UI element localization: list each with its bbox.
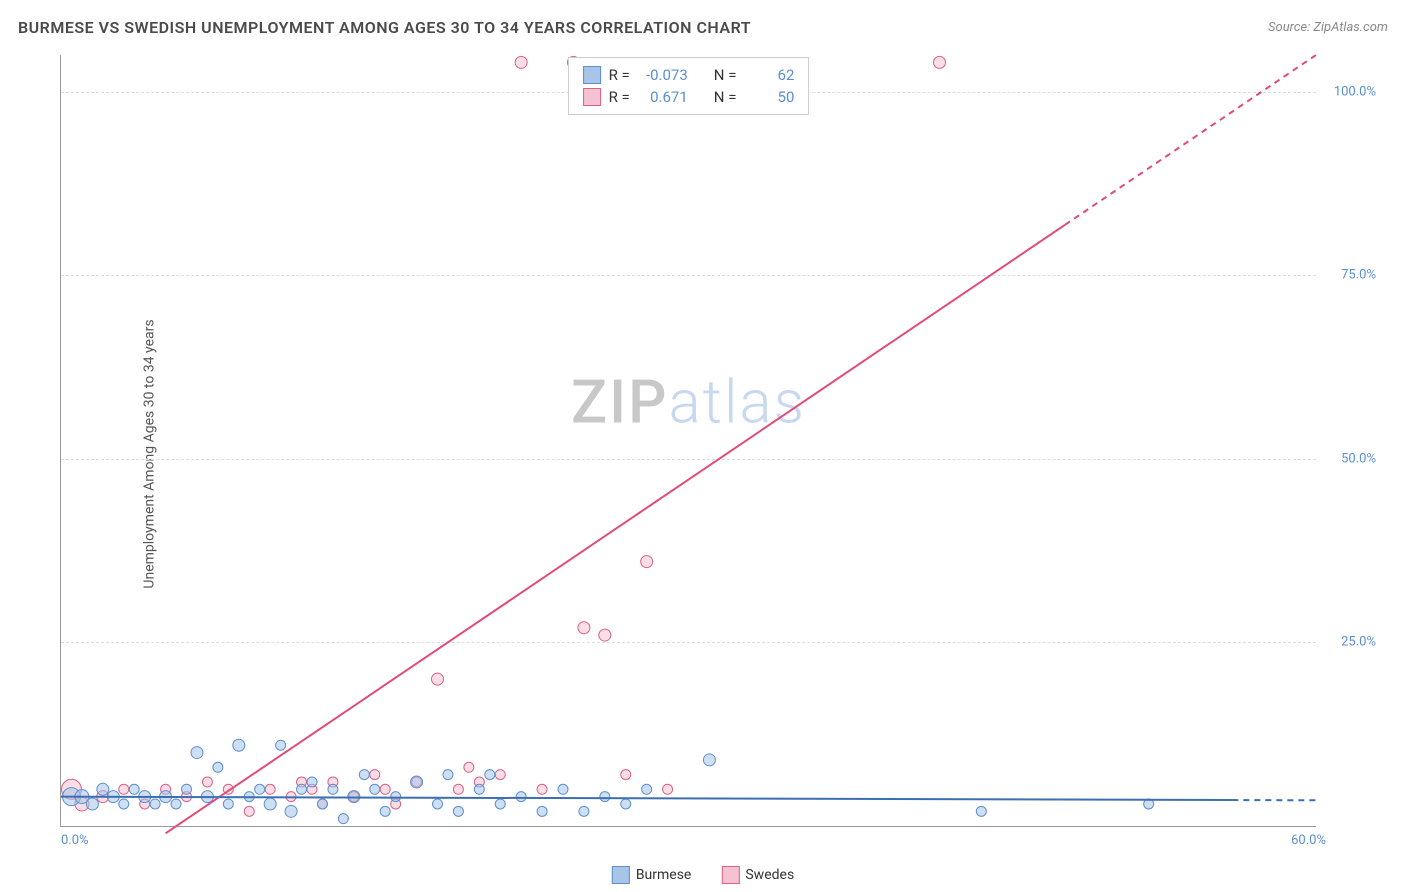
- data-point: [453, 806, 463, 816]
- y-tick-label: 25.0%: [1341, 635, 1376, 650]
- data-point: [264, 798, 276, 810]
- x-tick-max: 60.0%: [1291, 833, 1326, 848]
- data-point: [285, 805, 297, 817]
- data-point: [129, 784, 139, 794]
- data-point: [464, 762, 474, 772]
- legend-swatch-swedes: [721, 866, 739, 884]
- legend-item-swedes: Swedes: [721, 866, 794, 884]
- bottom-legend: Burmese Swedes: [612, 866, 794, 884]
- legend-label-burmese: Burmese: [636, 867, 692, 883]
- data-point: [328, 784, 338, 794]
- data-point: [244, 806, 254, 816]
- data-point: [453, 784, 463, 794]
- legend-label-swedes: Swedes: [745, 867, 794, 883]
- chart-title: BURMESE VS SWEDISH UNEMPLOYMENT AMONG AG…: [18, 18, 751, 37]
- r-value-swedes: 0.671: [638, 88, 688, 106]
- data-point: [703, 754, 715, 766]
- data-point: [411, 776, 423, 788]
- n-label: N =: [714, 66, 737, 84]
- n-label: N =: [714, 88, 737, 106]
- data-point: [642, 784, 652, 794]
- data-point: [537, 784, 547, 794]
- data-point: [515, 56, 527, 68]
- data-point: [317, 799, 327, 809]
- data-point: [182, 784, 192, 794]
- data-point: [119, 799, 129, 809]
- data-point: [223, 799, 233, 809]
- data-point: [191, 747, 203, 759]
- stats-legend-box: R = -0.073 N = 62 R = 0.671 N = 50: [568, 57, 810, 115]
- n-value-swedes: 50: [744, 88, 794, 106]
- data-point: [255, 784, 265, 794]
- data-point: [579, 806, 589, 816]
- data-point: [307, 777, 317, 787]
- data-point: [213, 762, 223, 772]
- swatch-swedes: [583, 88, 601, 106]
- data-point: [558, 784, 568, 794]
- data-point: [537, 806, 547, 816]
- data-point: [495, 799, 505, 809]
- chart-container: Unemployment Among Ages 30 to 34 years Z…: [50, 55, 1386, 852]
- data-point: [276, 740, 286, 750]
- data-point: [370, 784, 380, 794]
- data-point: [119, 784, 129, 794]
- data-point: [934, 56, 946, 68]
- data-point: [641, 556, 653, 568]
- data-point: [578, 622, 590, 634]
- swatch-burmese: [583, 66, 601, 84]
- data-point: [599, 629, 611, 641]
- data-point: [621, 799, 631, 809]
- r-label: R =: [609, 88, 630, 106]
- y-tick-label: 75.0%: [1341, 268, 1376, 283]
- data-point: [380, 784, 390, 794]
- data-point: [150, 799, 160, 809]
- y-tick-label: 100.0%: [1334, 84, 1376, 99]
- data-point: [370, 770, 380, 780]
- data-point: [474, 784, 484, 794]
- data-point: [265, 784, 275, 794]
- data-point: [297, 784, 307, 794]
- data-point: [432, 673, 444, 685]
- data-point: [443, 770, 453, 780]
- data-point: [233, 739, 245, 751]
- stats-row-burmese: R = -0.073 N = 62: [583, 64, 795, 86]
- data-point: [338, 814, 348, 824]
- data-point: [380, 806, 390, 816]
- data-point: [495, 770, 505, 780]
- scatter-svg: [61, 55, 1316, 826]
- data-point: [663, 784, 673, 794]
- plot-area: ZIPatlas R = -0.073 N = 62 R = 0.671 N =…: [60, 55, 1316, 827]
- data-point: [359, 770, 369, 780]
- data-point: [976, 806, 986, 816]
- data-point: [600, 792, 610, 802]
- source-attribution: Source: ZipAtlas.com: [1268, 20, 1388, 35]
- legend-swatch-burmese: [612, 866, 630, 884]
- data-point: [171, 799, 181, 809]
- x-tick-min: 0.0%: [61, 833, 89, 848]
- data-point: [97, 783, 109, 795]
- legend-item-burmese: Burmese: [612, 866, 692, 884]
- data-point: [202, 777, 212, 787]
- data-point: [86, 798, 98, 810]
- r-value-burmese: -0.073: [638, 66, 688, 84]
- r-label: R =: [609, 66, 630, 84]
- stats-row-swedes: R = 0.671 N = 50: [583, 86, 795, 108]
- y-tick-label: 50.0%: [1341, 451, 1376, 466]
- n-value-burmese: 62: [744, 66, 794, 84]
- data-point: [485, 770, 495, 780]
- data-point: [433, 799, 443, 809]
- data-point: [621, 770, 631, 780]
- data-point: [516, 792, 526, 802]
